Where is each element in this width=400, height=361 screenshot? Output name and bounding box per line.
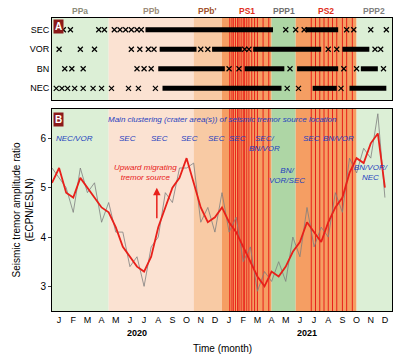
svg-text:SEC: SEC (181, 134, 198, 143)
svg-text:J: J (298, 315, 303, 325)
svg-text:3: 3 (40, 281, 46, 292)
svg-text:PPa: PPa (72, 6, 88, 16)
svg-text:M: M (254, 315, 262, 325)
svg-text:J: J (312, 315, 317, 325)
svg-text:Main clustering (crater area(s: Main clustering (crater area(s)) of seis… (108, 115, 337, 124)
svg-text:A: A (269, 315, 275, 325)
svg-text:PS2: PS2 (318, 6, 334, 16)
svg-text:Upward migratingtremor source: Upward migratingtremor source (114, 163, 177, 182)
svg-text:N: N (198, 315, 205, 325)
svg-text:2020: 2020 (127, 328, 147, 338)
svg-text:PS1: PS1 (239, 6, 255, 16)
svg-text:J: J (57, 315, 62, 325)
svg-text:BN/VOR/SEC: BN/VOR/SEC (269, 166, 305, 185)
svg-text:5: 5 (40, 182, 46, 193)
svg-text:BN: BN (37, 64, 50, 74)
svg-text:A: A (99, 315, 105, 325)
svg-text:PPb: PPb (143, 6, 160, 16)
svg-text:BN/VOR: BN/VOR (323, 134, 354, 143)
svg-text:2021: 2021 (297, 328, 317, 338)
svg-text:M: M (112, 315, 120, 325)
svg-text:SEC: SEC (31, 25, 50, 35)
svg-text:SEC: SEC (151, 134, 168, 143)
svg-text:Time (month): Time (month) (193, 343, 252, 354)
svg-text:J: J (142, 315, 147, 325)
svg-text:A: A (55, 21, 62, 32)
svg-text:SEC: SEC (303, 134, 320, 143)
svg-text:F: F (71, 315, 77, 325)
svg-text:SEC/BN/VOR: SEC/BN/VOR (249, 134, 280, 153)
svg-text:BN/VOR/NEC: BN/VOR/NEC (354, 163, 388, 182)
svg-text:A: A (155, 315, 161, 325)
svg-text:NEC/VOR: NEC/VOR (56, 134, 93, 143)
svg-text:S: S (339, 315, 345, 325)
svg-text:O: O (353, 315, 360, 325)
svg-text:M: M (84, 315, 92, 325)
svg-text:B: B (55, 114, 62, 125)
svg-text:4: 4 (40, 232, 46, 243)
svg-text:SEC: SEC (208, 134, 225, 143)
svg-text:6: 6 (40, 133, 46, 144)
svg-text:A: A (325, 315, 331, 325)
svg-text:J: J (227, 315, 232, 325)
svg-text:F: F (241, 315, 247, 325)
svg-text:D: D (212, 315, 219, 325)
svg-text:PPP1: PPP1 (273, 6, 295, 16)
svg-text:Seismic tremor amplitude ratio: Seismic tremor amplitude ratio(ECPN/ESLN… (11, 142, 35, 277)
svg-text:SEC: SEC (119, 134, 136, 143)
svg-text:S: S (169, 315, 175, 325)
svg-text:NEC: NEC (30, 83, 50, 93)
svg-text:D: D (382, 315, 389, 325)
svg-text:PPb': PPb' (198, 6, 217, 16)
svg-text:VOR: VOR (30, 44, 50, 54)
svg-text:J: J (128, 315, 133, 325)
svg-text:M: M (282, 315, 290, 325)
svg-text:O: O (183, 315, 190, 325)
svg-text:PPP2: PPP2 (363, 6, 385, 16)
svg-text:N: N (368, 315, 375, 325)
svg-text:SEC: SEC (229, 134, 246, 143)
